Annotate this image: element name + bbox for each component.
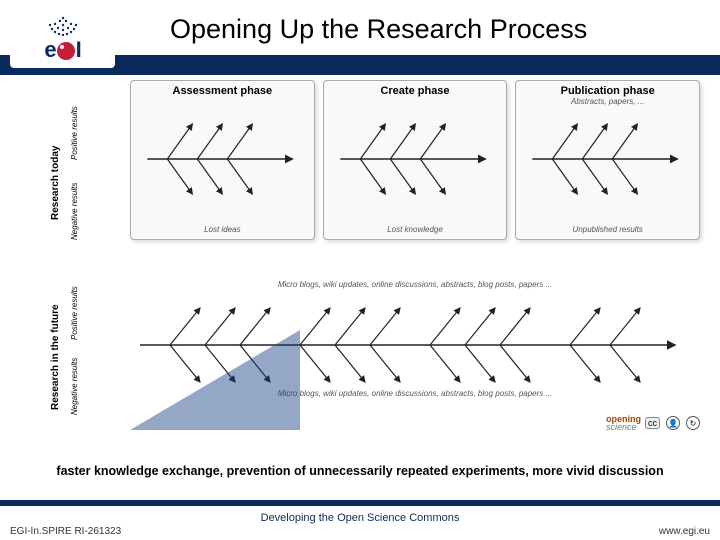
logo-text: eI: [44, 39, 80, 61]
sa-icon: ↻: [686, 416, 700, 430]
panel-title: Assessment phase: [131, 85, 314, 97]
panel-title: Publication phase: [516, 85, 699, 97]
neg-label-1: Negative results: [70, 183, 79, 240]
page-title: Opening Up the Research Process: [170, 14, 587, 45]
logo-dots-icon: [33, 13, 93, 39]
panel-assessment: Assessment phase Lost ideas: [130, 80, 315, 240]
footer-right: www.egi.eu: [659, 526, 710, 537]
neg-label-2: Negative results: [70, 358, 79, 415]
cc-icon: cc: [645, 417, 660, 429]
fishbone-icon: [324, 99, 507, 219]
footer-center: Developing the Open Science Commons: [0, 512, 720, 524]
opening-text: opening science: [606, 415, 641, 431]
opening-science-badge: opening science cc 👤 ↻: [606, 415, 700, 431]
panel-create: Create phase Lost knowledge: [323, 80, 508, 240]
fishbone-icon: [131, 99, 314, 219]
phase-panels: Assessment phase Lost ideas Create phase: [130, 80, 700, 240]
badge-word2: science: [606, 422, 637, 432]
future-caption-top: Micro blogs, wiki updates, online discus…: [130, 280, 700, 289]
header: eI Opening Up the Research Process: [0, 0, 720, 70]
panel-bottom: Lost ideas: [131, 225, 314, 234]
panel-bottom: Lost knowledge: [324, 225, 507, 234]
fishbone-icon: [516, 99, 699, 219]
panel-bottom: Unpublished results: [516, 225, 699, 234]
pos-label-1: Positive results: [70, 106, 79, 160]
logo: eI: [10, 6, 115, 68]
footer: Developing the Open Science Commons EGI-…: [0, 506, 720, 540]
panel-title: Create phase: [324, 85, 507, 97]
footer-left: EGI-In.SPIRE RI-261323: [10, 526, 121, 537]
by-icon: 👤: [666, 416, 680, 430]
row2-label: Research in the future: [50, 304, 61, 410]
pos-label-2: Positive results: [70, 286, 79, 340]
panel-publication: Publication phase Abstracts, papers, ...…: [515, 80, 700, 240]
decorative-wedge: [130, 330, 300, 430]
row1-label: Research today: [50, 146, 61, 220]
tagline: faster knowledge exchange, prevention of…: [10, 464, 710, 478]
